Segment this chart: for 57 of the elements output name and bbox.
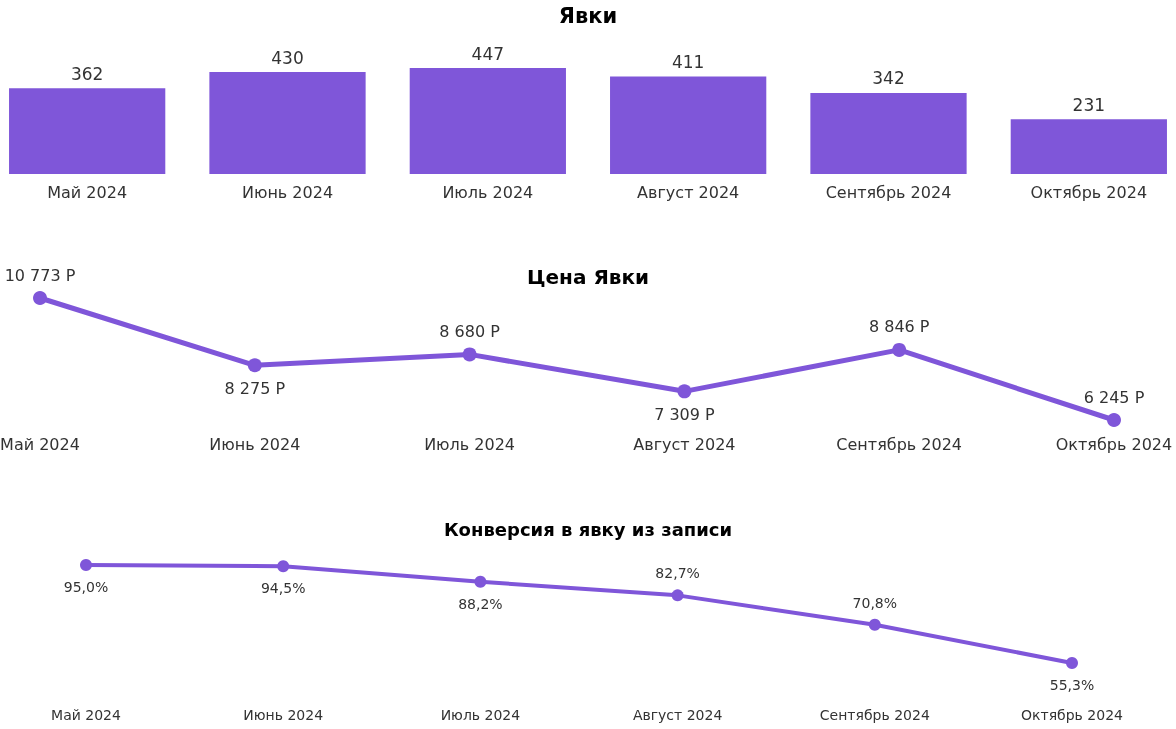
- bar: [810, 92, 967, 174]
- data-label: 70,8%: [852, 594, 898, 611]
- x-tick-label: Июнь 2024: [241, 182, 334, 202]
- x-tick-label: Июнь 2024: [209, 434, 301, 454]
- data-label: 7 309 Р: [654, 404, 716, 424]
- x-tick-label: Июнь 2024: [243, 707, 324, 723]
- bar: [209, 72, 366, 174]
- x-tick-label: Сентябрь 2024: [819, 707, 930, 723]
- point: [474, 575, 487, 588]
- data-label: 411: [671, 52, 705, 73]
- point: [868, 618, 881, 631]
- data-label: 55,3%: [1049, 677, 1095, 693]
- chart-title: Цена Явки: [526, 265, 650, 289]
- x-tick-label: Сентябрь 2024: [836, 434, 963, 454]
- data-label: 10 773 Р: [4, 265, 76, 285]
- point: [462, 347, 477, 362]
- data-label: 94,5%: [260, 580, 306, 597]
- point: [677, 384, 692, 399]
- point: [33, 291, 47, 305]
- data-label: 95,0%: [63, 579, 109, 595]
- x-tick-label: Сентябрь 2024: [825, 182, 952, 202]
- bar: [1010, 119, 1167, 174]
- data-label: 8 275 Р: [224, 378, 286, 398]
- data-label: 430: [271, 47, 304, 68]
- point: [1107, 413, 1121, 427]
- x-tick-label: Август 2024: [632, 707, 723, 723]
- data-label: 342: [872, 68, 905, 89]
- point: [247, 358, 262, 373]
- x-tick-label: Май 2024: [0, 434, 80, 454]
- data-label: 88,2%: [458, 595, 503, 612]
- x-tick-label: Июль 2024: [442, 182, 534, 202]
- data-label: 447: [471, 43, 505, 64]
- x-tick-label: Июль 2024: [440, 707, 521, 723]
- data-label: 231: [1072, 94, 1106, 115]
- point: [892, 342, 907, 357]
- point: [277, 560, 290, 573]
- x-tick-label: Октябрь 2024: [1030, 182, 1148, 202]
- data-label: 362: [70, 63, 104, 84]
- x-tick-label: Май 2024: [51, 707, 122, 723]
- x-tick-label: Май 2024: [47, 182, 128, 202]
- data-label: 6 245 Р: [1083, 387, 1145, 407]
- point: [1066, 657, 1078, 669]
- x-tick-label: Октябрь 2024: [1021, 707, 1124, 723]
- x-tick-label: Август 2024: [637, 182, 740, 202]
- x-tick-label: Июль 2024: [424, 434, 516, 454]
- chart-title: Конверсия в явку из записи: [443, 518, 733, 540]
- x-tick-label: Август 2024: [633, 434, 736, 454]
- chart-title: Явки: [558, 3, 618, 28]
- point: [671, 589, 684, 602]
- data-label: 8 846 Р: [868, 317, 930, 337]
- bar: [610, 76, 767, 174]
- bar: [9, 88, 166, 174]
- data-label: 8 680 Р: [439, 321, 501, 341]
- point: [80, 559, 92, 571]
- x-tick-label: Октябрь 2024: [1055, 434, 1173, 454]
- data-label: 82,7%: [655, 565, 700, 582]
- bar: [409, 68, 566, 174]
